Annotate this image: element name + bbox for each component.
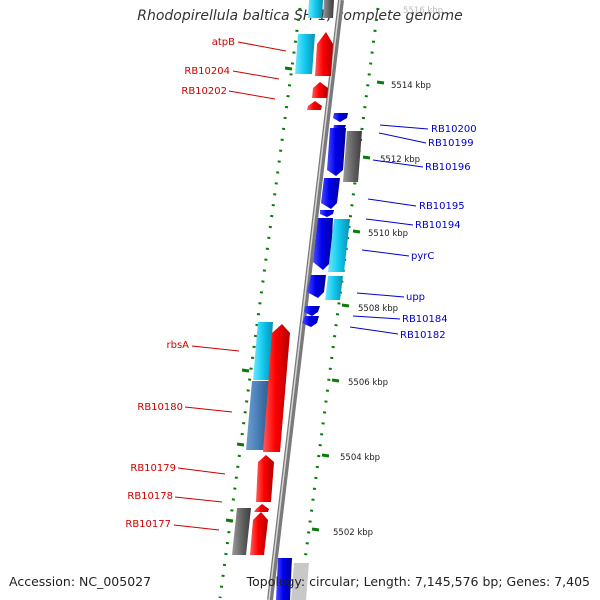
gene-label-left: RB10180 [137,402,183,413]
gene-RB10179 [256,455,274,502]
gene-label-left: RB10178 [127,491,173,502]
map-title: Rhodopirellula baltica SH 1, complete ge… [137,8,463,24]
scale-label: 5506 kbp [348,378,388,388]
gene-pseudo-top [323,0,334,18]
gene-RB10200 [333,113,348,122]
gene-RB10204 [312,82,328,98]
gene-RB10182 [302,316,319,327]
gene-label-right: RB10194 [415,220,461,231]
gene-label-left: RB10204 [184,66,230,77]
scale-label: 5504 kbp [340,453,380,463]
gene-RB10184 [304,306,320,316]
genome-summary: Topology: circular; Length: 7,145,576 bp… [246,574,590,589]
gene-label-right: RB10196 [425,162,471,173]
gene-RB10195 [321,178,340,209]
gene-rbsA-forward [263,324,290,452]
gene-RB10202 [307,101,322,110]
scale-label: 5502 kbp [333,528,373,538]
scale-label: 5512 kbp [380,155,420,165]
gene-label-right: RB10199 [428,138,474,149]
genome-backbone [267,0,344,600]
major-ticks [225,66,385,532]
tick-ring-right [298,7,380,599]
gene-rna-top-a [308,0,323,18]
gene-upp-blue [307,275,326,298]
gene-RB10177-pseudo [232,508,251,555]
gene-bottom-gray [291,563,309,600]
gene-RB10178 [254,504,269,512]
gene-label-left: RB10177 [125,519,171,530]
gene-bottom-blue [276,558,292,600]
scale-label: 5514 kbp [391,81,431,91]
gene-RB10196 [327,128,346,176]
gene-label-left: atpB [212,37,235,48]
gene-label-left: RB10202 [181,86,227,97]
gene-RB10196-pseudo [343,131,362,182]
right-label-leaders [349,124,429,335]
gene-upp-rna [325,276,343,300]
gene-RB10180 [246,381,269,450]
gene-label-right: RB10200 [431,124,477,135]
gene-RB10194 [320,210,334,217]
gene-label-right: RB10184 [402,314,448,325]
gene-label-right: pyrC [411,251,434,262]
scale-label: 5516 kbp [403,6,443,16]
tick-ring-left [218,7,302,599]
gene-label-right: RB10182 [400,330,446,341]
gene-label-left: rbsA [166,340,189,351]
gene-atpB [315,32,333,76]
gene-label-left: RB10179 [130,463,176,474]
accession-label: Accession: NC_005027 [9,574,152,589]
gene-pyrC-rna [328,219,350,272]
gene-label-right: RB10195 [419,201,465,212]
left-label-leaders [173,41,287,531]
gene-rbsA [253,322,273,380]
gene-label-right: upp [406,292,425,303]
gene-atpB-rna [295,34,315,74]
gene-pyrC-blue [313,218,333,270]
scale-label: 5510 kbp [368,229,408,239]
gene-RB10177 [250,512,268,555]
scale-label: 5508 kbp [358,304,398,314]
